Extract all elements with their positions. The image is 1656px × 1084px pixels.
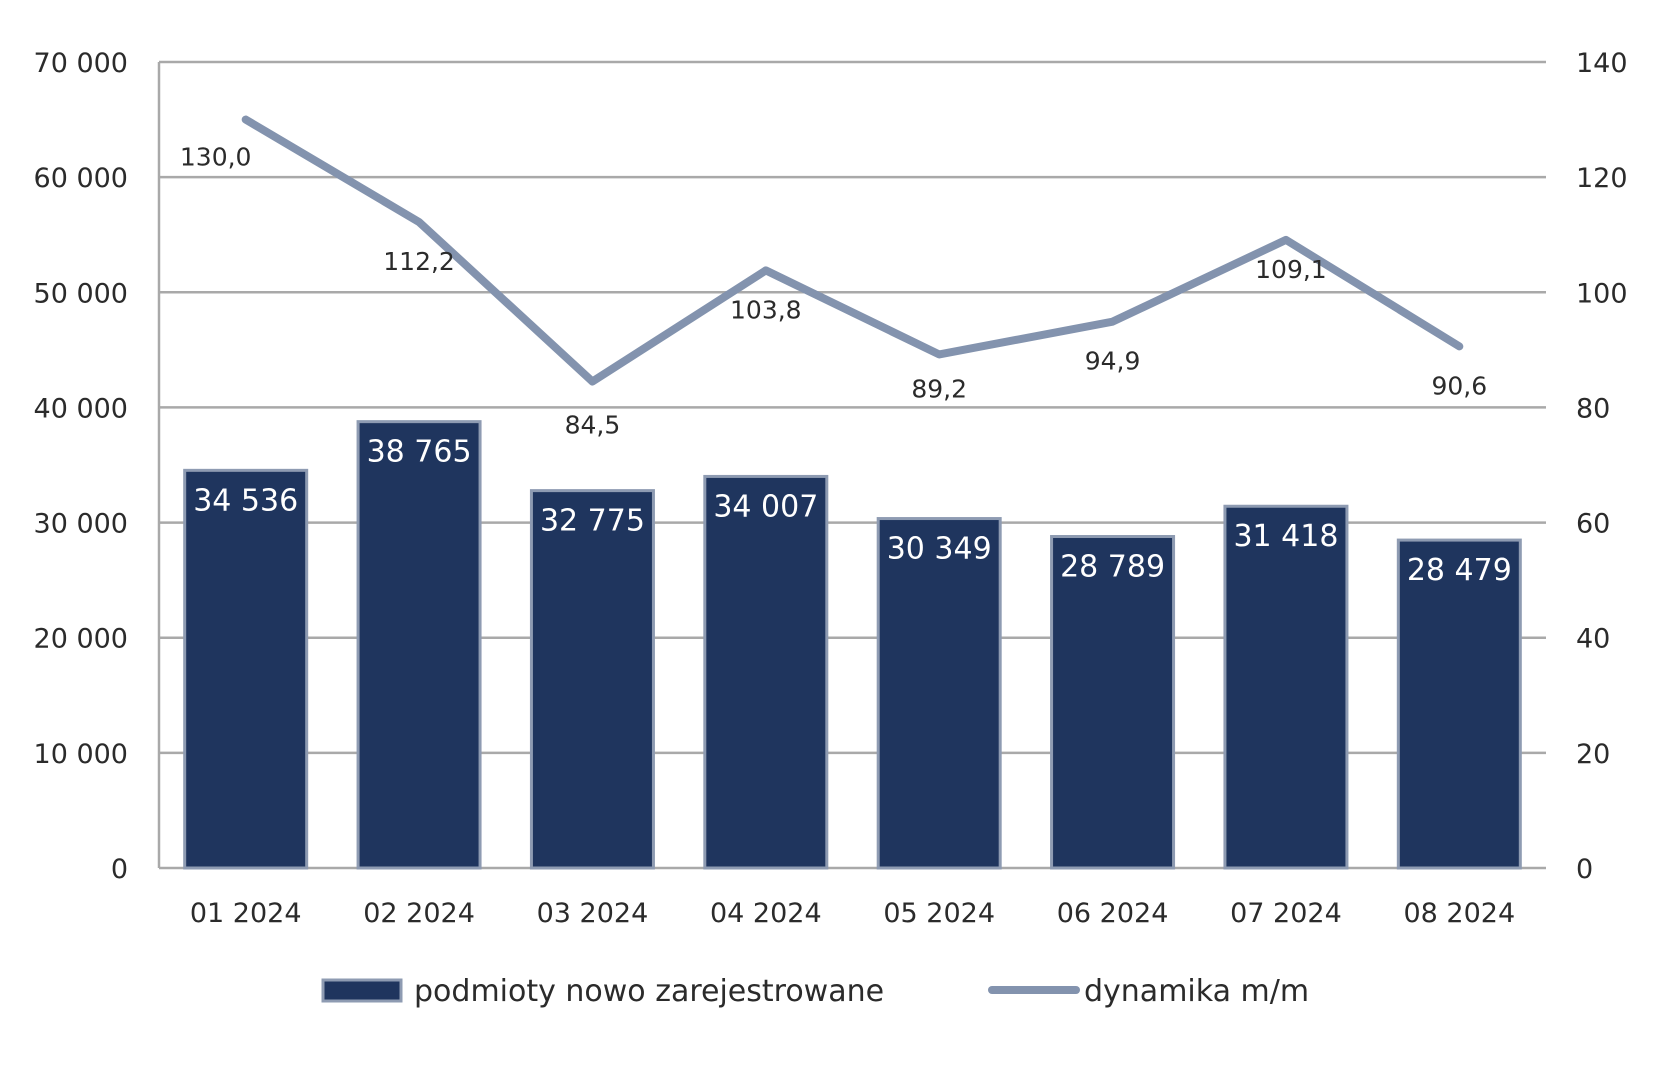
y-left-tick-label: 60 000 [34,163,128,194]
bar-data-label: 28 789 [1060,550,1165,585]
y-left-tick-label: 0 [111,854,128,885]
line-point [1457,344,1462,349]
line-data-label: 84,5 [565,411,621,440]
y-right-tick-label: 120 [1576,163,1628,194]
bar-data-label: 31 418 [1233,519,1338,554]
line-data-label: 112,2 [383,247,455,276]
x-category-label: 08 2024 [1403,898,1515,929]
x-category-label: 05 2024 [883,898,995,929]
line-point [243,117,248,122]
y-left-tick-label: 70 000 [34,48,128,79]
legend-bar-swatch [321,978,403,1003]
line-point [417,220,422,225]
bar-data-label: 28 479 [1407,553,1512,588]
y-left-tick-label: 50 000 [34,278,128,309]
bar [1050,535,1176,870]
line-point [763,268,768,273]
bar-data-label: 38 765 [367,435,472,470]
y-right-tick-label: 140 [1576,48,1628,79]
y-left-tick-label: 10 000 [34,739,128,770]
bar [876,517,1002,870]
bar [1396,538,1522,870]
dynamika-line [241,115,1464,386]
bar-data-label: 30 349 [887,532,992,567]
bar [1223,504,1349,870]
y-right-tick-label: 100 [1576,278,1628,309]
y-left-tick-label: 30 000 [34,509,128,540]
y-right-tick-label: 0 [1576,854,1593,885]
line-point [1110,319,1115,324]
y-right-tick-label: 80 [1576,393,1610,424]
x-category-label: 01 2024 [190,898,302,929]
y-right-tick-label: 20 [1576,739,1610,770]
legend-bar-label: podmioty nowo zarejestrowane [414,974,884,1009]
bar-data-label: 32 775 [540,504,645,539]
line-data-label: 130,0 [180,143,252,172]
line-point [937,352,942,357]
bar [183,468,309,870]
y-left-tick-label: 40 000 [34,393,128,424]
x-category-label: 04 2024 [710,898,822,929]
legend-line-label: dynamika m/m [1084,974,1309,1009]
bar-data-label: 34 536 [193,483,298,518]
bar [529,489,655,870]
bar-data-label: 34 007 [713,489,818,524]
line-data-label: 103,8 [730,295,802,324]
x-category-label: 07 2024 [1230,898,1342,929]
y-right-tick-label: 40 [1576,624,1610,655]
y-right-tick-label: 60 [1576,509,1610,540]
y-left-tick-label: 20 000 [34,624,128,655]
x-category-label: 03 2024 [537,898,649,929]
x-category-label: 06 2024 [1057,898,1169,929]
line-data-label: 94,9 [1085,347,1141,376]
line-data-label: 89,2 [911,374,967,403]
bar [703,474,829,870]
line-point [1283,237,1288,242]
x-category-label: 02 2024 [363,898,475,929]
bar [356,420,482,870]
line-data-label: 109,1 [1255,255,1327,284]
line-data-label: 90,6 [1431,371,1487,400]
line-point [590,379,595,384]
